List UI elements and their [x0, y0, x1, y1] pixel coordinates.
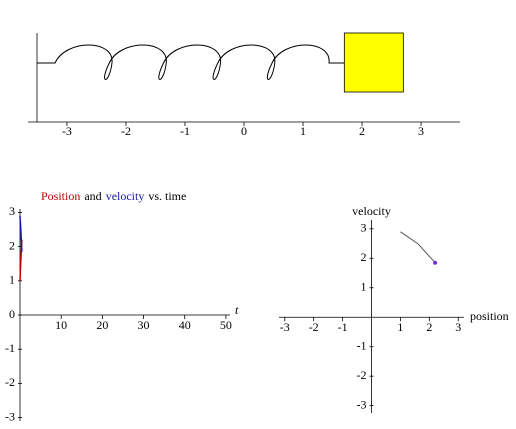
y-tick-label: 1 [361, 280, 367, 294]
y-tick-label: 0 [9, 307, 15, 321]
x-tick-label: -1 [180, 124, 190, 138]
x-tick-label: 20 [96, 318, 108, 332]
y-axis-label: velocity [352, 204, 391, 218]
x-tick-label: 3 [418, 124, 424, 138]
series-line [19, 215, 23, 252]
y-tick-label: -3 [357, 397, 367, 411]
spring [37, 44, 345, 80]
y-tick-label: 3 [9, 204, 15, 218]
x-tick-label: 40 [179, 318, 191, 332]
x-tick-label: 2 [426, 320, 432, 334]
mass [343, 32, 404, 93]
x-tick-label: 3 [455, 320, 461, 334]
x-tick-label: -2 [121, 124, 131, 138]
y-tick-label: 1 [9, 273, 15, 287]
x-tick-label: 0 [241, 124, 247, 138]
x-tick-label: 1 [397, 320, 403, 334]
x-tick-label: 50 [220, 318, 232, 332]
title-part: vs. time [148, 189, 186, 203]
x-tick-label: 1 [300, 124, 306, 138]
y-tick-label: -2 [357, 368, 367, 382]
state-point [433, 260, 438, 265]
x-tick-label: 10 [55, 318, 67, 332]
x-tick-label: -1 [338, 320, 348, 334]
title-part: and [84, 189, 101, 203]
y-tick-label: -2 [5, 375, 15, 389]
y-tick-label: 2 [9, 238, 15, 252]
title-part: velocity [106, 189, 145, 203]
x-axis-label: t [235, 303, 239, 317]
chart-title: Position and velocity vs. time [41, 189, 186, 203]
x-tick-label: 2 [359, 124, 365, 138]
y-tick-label: -3 [5, 409, 15, 423]
x-axis-label: position [470, 309, 509, 323]
title-part: Position [41, 189, 80, 203]
y-tick-label: 2 [361, 250, 367, 264]
x-tick-label: -3 [62, 124, 72, 138]
y-tick-label: 3 [361, 221, 367, 235]
x-tick-label: 30 [138, 318, 150, 332]
trajectory [400, 231, 436, 264]
y-tick-label: -1 [357, 338, 367, 352]
x-tick-label: -2 [309, 320, 319, 334]
y-tick-label: -1 [5, 341, 15, 355]
x-tick-label: -3 [280, 320, 290, 334]
